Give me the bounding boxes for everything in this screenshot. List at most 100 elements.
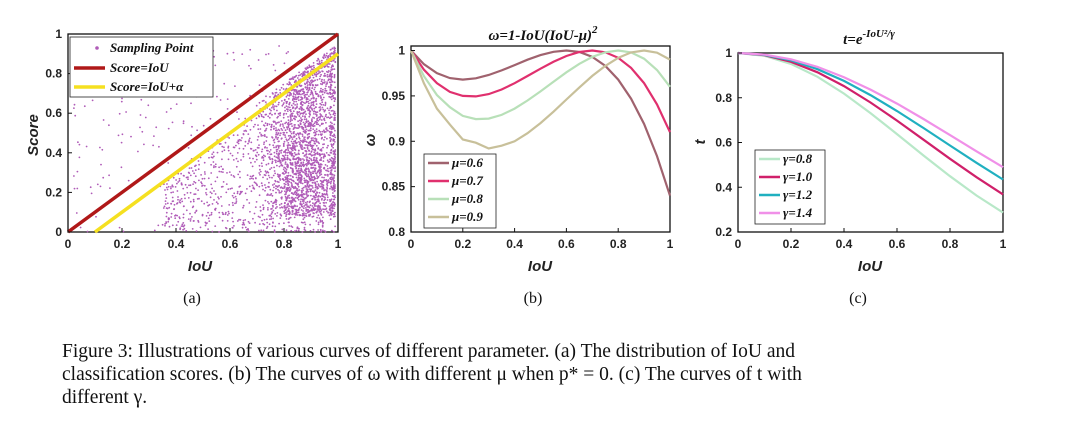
sampling-point	[261, 148, 264, 151]
sampling-point	[330, 148, 333, 151]
sampling-point	[312, 137, 314, 139]
sampling-point	[191, 206, 194, 209]
sampling-point	[250, 141, 253, 144]
sampling-point	[299, 169, 301, 172]
sampling-point	[286, 197, 289, 199]
sampling-point	[281, 187, 284, 190]
sampling-point	[244, 140, 247, 143]
sampling-point	[139, 114, 142, 116]
sampling-point	[296, 153, 298, 156]
sampling-point	[244, 219, 247, 221]
b-xtick-label: 0.8	[610, 237, 627, 251]
sampling-point	[232, 204, 234, 207]
sampling-point	[227, 158, 230, 161]
sampling-point	[328, 130, 331, 133]
sampling-point	[322, 57, 325, 60]
sampling-point	[326, 194, 329, 196]
sampling-point	[286, 210, 288, 213]
panel-c: 0 0.2 0.4 0.6 0.8 10.20.40.60.81 t=e-IoU²/γ I…	[692, 28, 1007, 307]
sampling-point	[219, 99, 222, 101]
sampling-point	[268, 108, 271, 111]
sampling-point	[313, 66, 315, 69]
sampling-point	[325, 207, 328, 210]
sampling-point	[293, 198, 295, 201]
sampling-point	[325, 127, 328, 130]
sampling-point	[279, 179, 282, 181]
sampling-point	[306, 93, 308, 96]
sampling-point	[261, 120, 263, 123]
sampling-point	[316, 175, 318, 177]
sampling-point	[285, 212, 287, 214]
sampling-point	[293, 148, 296, 151]
sampling-point	[308, 108, 310, 111]
sampling-point	[327, 56, 329, 59]
sampling-point	[280, 190, 283, 193]
sampling-point	[207, 211, 209, 214]
sampling-point	[296, 226, 299, 229]
sampling-point	[283, 170, 286, 172]
legend-c: γ=0.8 γ=1.0 γ=1.2 γ=1.4	[754, 149, 826, 225]
sampling-point	[303, 226, 306, 229]
sampling-point	[330, 110, 333, 112]
sampling-point	[333, 68, 336, 70]
sampling-point	[240, 159, 242, 161]
sampling-point	[323, 193, 326, 195]
sampling-point	[257, 114, 260, 117]
sampling-point	[182, 225, 185, 228]
sampling-point	[334, 129, 336, 132]
sampling-point	[118, 226, 121, 229]
sampling-point	[254, 161, 256, 163]
sampling-point	[284, 136, 287, 139]
xlabel-c: IoU	[858, 258, 883, 275]
sampling-point	[306, 146, 309, 149]
sampling-point	[332, 198, 335, 201]
sampling-point	[297, 229, 300, 232]
sampling-point	[289, 130, 292, 133]
sampling-point	[283, 212, 286, 215]
sampling-point	[334, 225, 336, 228]
sampling-point	[274, 105, 276, 107]
sampling-point	[314, 137, 317, 140]
sampling-point	[184, 183, 187, 186]
sampling-point	[283, 222, 285, 225]
sampling-point	[313, 134, 316, 137]
sampling-point	[108, 174, 110, 177]
sampling-point	[325, 85, 327, 87]
sampling-point	[75, 212, 78, 214]
sampling-point	[83, 105, 86, 108]
sampling-point	[305, 158, 308, 161]
sampling-point	[246, 174, 249, 177]
sampling-point	[232, 196, 235, 199]
sampling-point	[211, 187, 214, 190]
sampling-point	[323, 54, 326, 57]
sampling-point	[333, 104, 335, 107]
sampling-point	[315, 97, 318, 100]
sampling-point	[317, 223, 320, 226]
sampling-point	[194, 175, 197, 178]
sampling-point	[287, 135, 290, 137]
sampling-point	[244, 145, 247, 147]
sampling-point	[299, 174, 302, 176]
sampling-point	[273, 146, 275, 149]
sampling-point	[315, 73, 318, 76]
sampling-point	[260, 135, 263, 137]
sampling-point	[254, 221, 256, 224]
sampling-point	[300, 96, 302, 99]
sampling-point	[330, 98, 333, 101]
sampling-point	[332, 213, 335, 215]
sampling-point	[298, 136, 300, 139]
sampling-point	[300, 167, 302, 170]
sampling-point	[270, 213, 273, 215]
sampling-point	[290, 205, 292, 208]
sampling-point	[308, 214, 311, 217]
sampling-point	[261, 100, 264, 102]
sampling-point	[143, 143, 145, 146]
sampling-point	[251, 184, 254, 187]
sampling-point	[303, 177, 306, 180]
sampling-point	[330, 138, 333, 141]
sampling-point	[212, 151, 215, 154]
sampling-point	[295, 90, 298, 92]
sampling-point	[307, 206, 310, 208]
ticks-c: 0 0.2 0.4 0.6 0.8 10.20.40.60.81	[715, 46, 1006, 251]
sampling-point	[318, 62, 321, 64]
